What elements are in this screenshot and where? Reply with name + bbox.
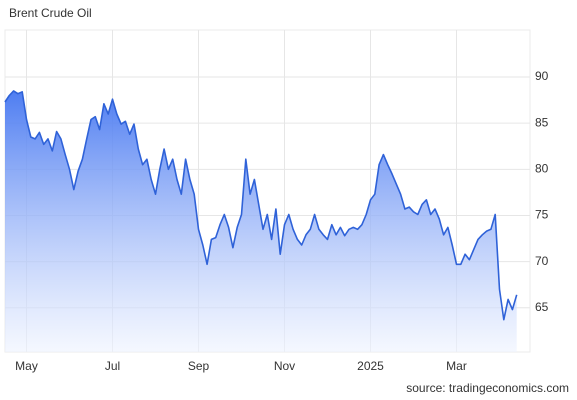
marks [4, 90, 518, 353]
y-tick-label: 75 [535, 208, 549, 222]
chart-title: Brent Crude Oil [9, 6, 92, 20]
x-tick-label: Nov [274, 359, 295, 373]
x-tick-label: Sep [188, 359, 210, 373]
y-tick-label: 65 [535, 300, 549, 314]
source-note: source: tradingeconomics.com [406, 381, 569, 395]
labels: 65 70 75 80 85 90 May Jul Sep Nov 2025 Mar [15, 69, 549, 373]
y-tick-label: 90 [535, 69, 549, 83]
price-line [4, 90, 518, 321]
y-tick-label: 85 [535, 115, 549, 129]
x-tick-label: 2025 [357, 359, 384, 373]
y-tick-label: 70 [535, 254, 549, 268]
y-tick-label: 80 [535, 161, 549, 175]
x-tick-label: Jul [105, 359, 120, 373]
x-tick-label: Mar [446, 359, 467, 373]
x-tick-label: May [15, 359, 38, 373]
